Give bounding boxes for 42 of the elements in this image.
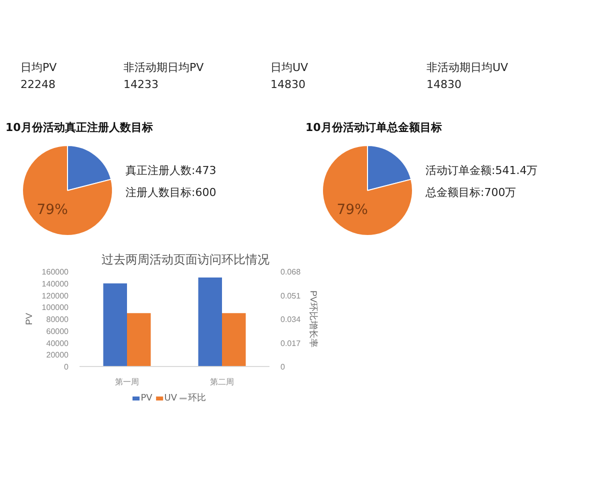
text: 日均UV	[270, 61, 309, 74]
y2-tick-label: 0.068	[280, 268, 302, 276]
text: 日均PV	[20, 61, 58, 74]
y-tick-label: 20000	[46, 350, 70, 360]
y-tick-label: 80000	[46, 315, 70, 324]
bar	[222, 313, 246, 366]
chart-title: 过去两周活动页面访问环比情况	[102, 252, 270, 266]
y2-tick-label: 0.051	[280, 291, 302, 300]
legend-label: 环比	[188, 392, 206, 404]
bar	[198, 277, 222, 366]
y-tick-label: 120000	[42, 291, 70, 300]
y-tick-label: 40000	[46, 338, 70, 348]
y-tick-label: 140000	[42, 279, 70, 288]
legend-label: UV	[164, 394, 178, 404]
text: 14233	[124, 78, 158, 91]
x-tick-label: 第一周	[115, 378, 139, 386]
y2-tick-label: 0.034	[280, 315, 302, 324]
text: 14830	[270, 78, 306, 91]
y2-tick-label: 0.017	[280, 338, 302, 348]
text: 真正注册人数:473	[126, 164, 216, 177]
data-label: 79%	[36, 202, 68, 218]
legend-label: PV	[140, 394, 154, 404]
text: 14830	[426, 78, 462, 91]
x-tick-label: 第二周	[210, 378, 234, 386]
y-tick-label: 60000	[46, 326, 70, 336]
data-label: 79%	[336, 202, 368, 218]
y-tick-label: 160000	[42, 268, 70, 276]
chart-title: 10月份活动真正注册人数目标	[6, 121, 153, 134]
text: 总金额目标:700万	[424, 186, 516, 199]
text: 注册人数目标:600	[126, 186, 216, 199]
y2-tick-label: 0	[280, 362, 286, 372]
y2-axis-title: PV环比增长率	[308, 290, 319, 348]
text: 非活动期日均PV	[124, 61, 204, 74]
y-tick-label: 0	[64, 362, 70, 372]
y-axis-title: PV	[24, 312, 34, 326]
text: 22248	[20, 78, 56, 91]
chart-title: 10月份活动订单总金额目标	[306, 121, 442, 134]
text: 活动订单金额:541.4万	[426, 164, 538, 177]
bar	[103, 283, 127, 366]
y-tick-label: 100000	[42, 303, 70, 312]
text: 非活动期日均UV	[426, 61, 509, 74]
bar	[127, 313, 151, 366]
